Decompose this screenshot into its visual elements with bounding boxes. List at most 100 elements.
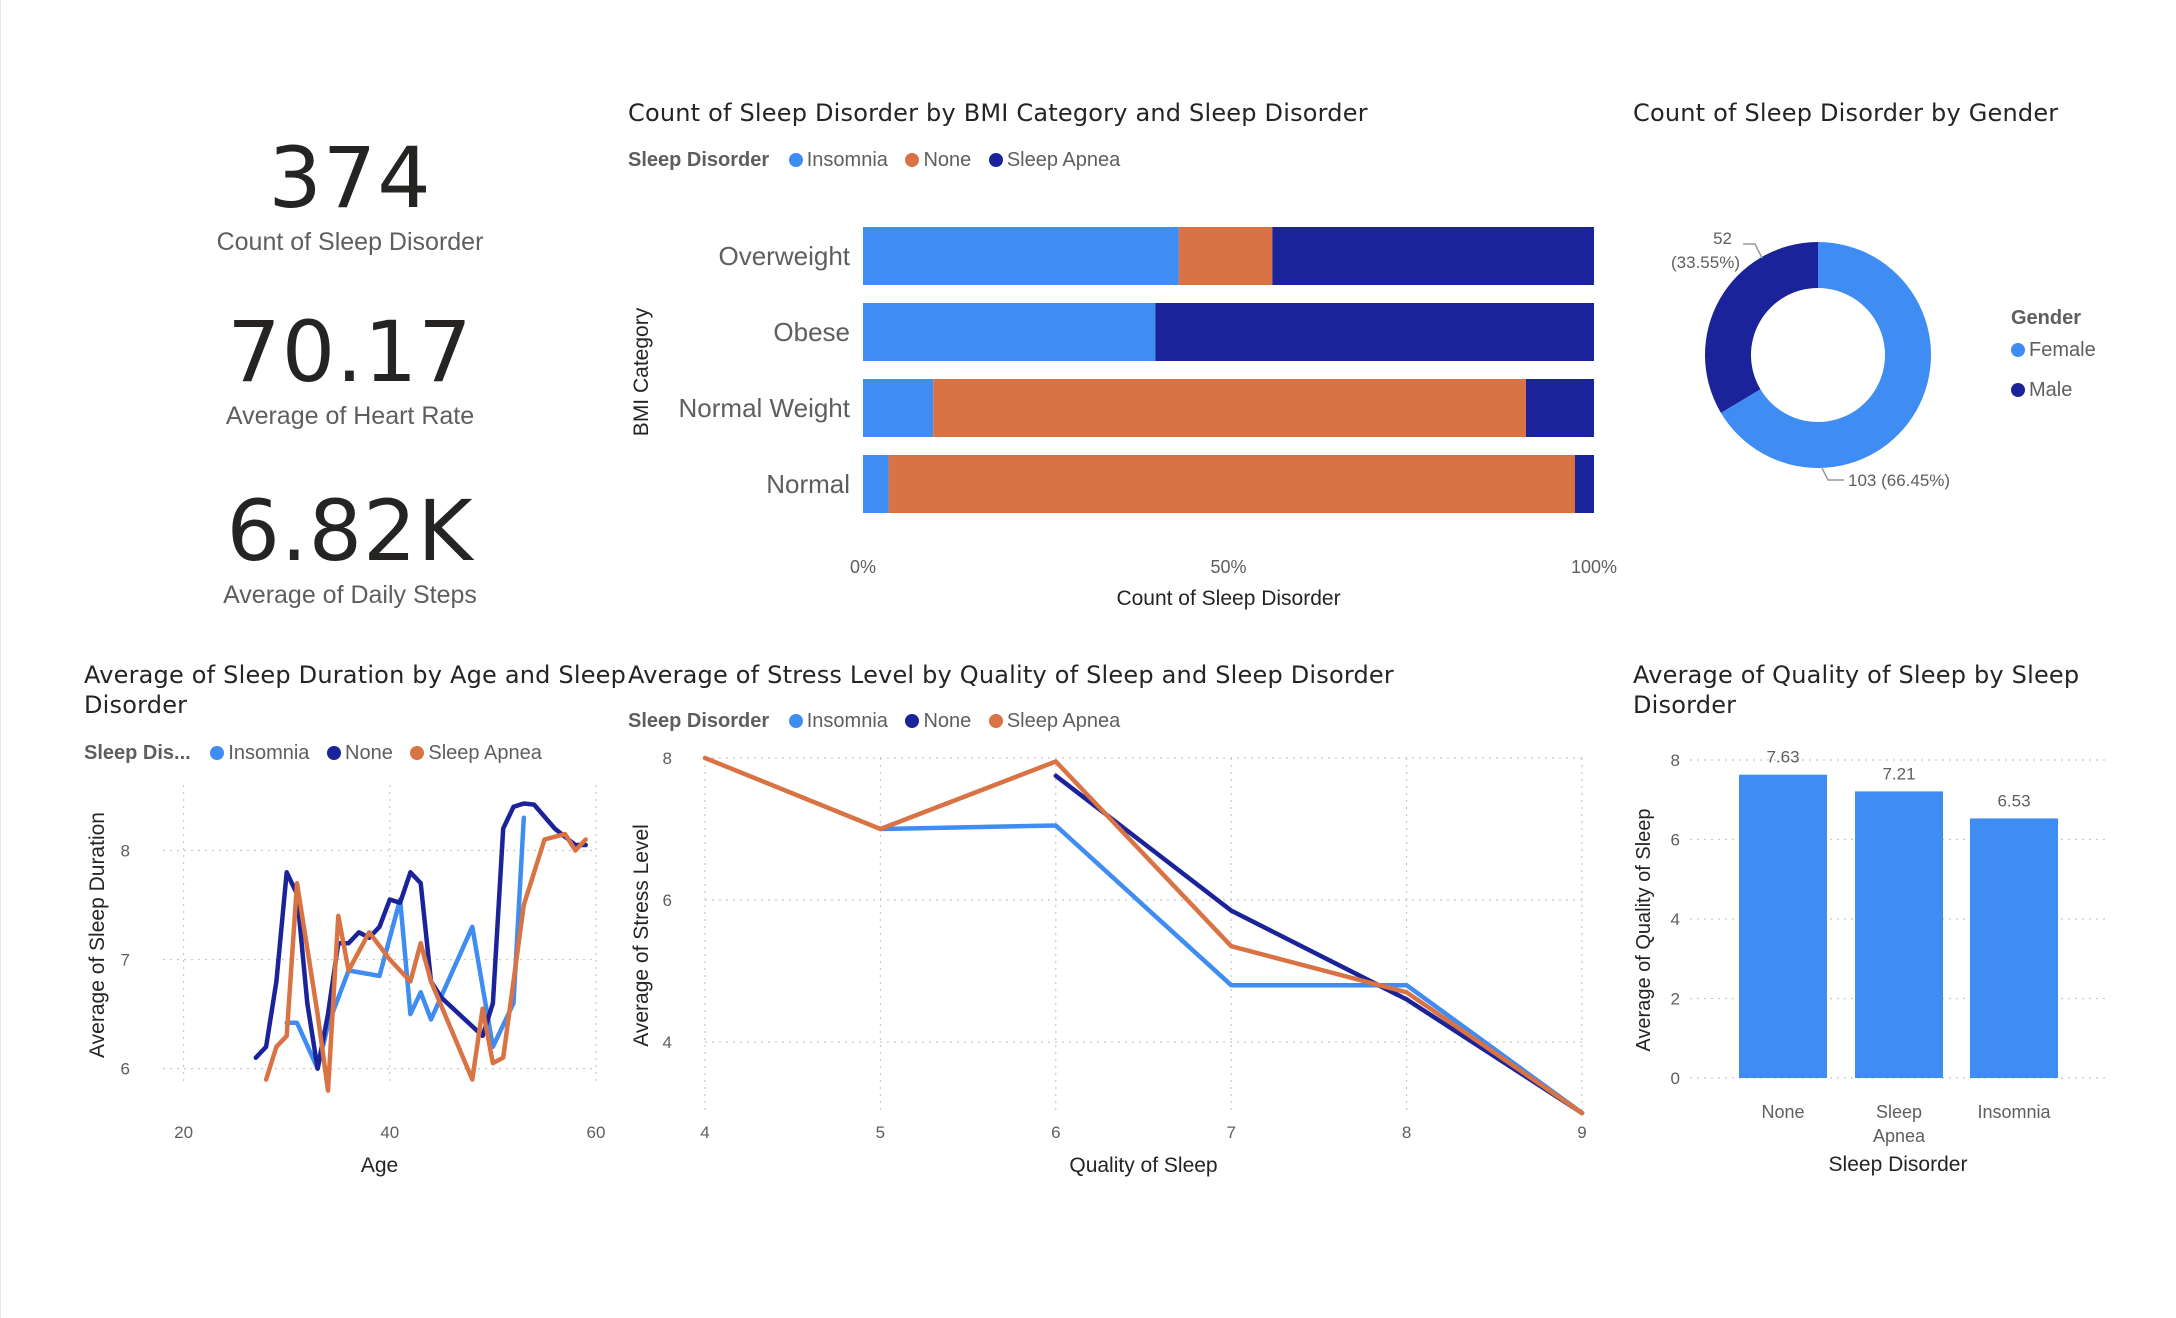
- data-label-male: 52: [1713, 229, 1732, 248]
- bmi-chart-title: Count of Sleep Disorder by BMI Category …: [628, 99, 1368, 127]
- title-line: Average of Quality of Sleep by Sleep: [1633, 661, 2080, 689]
- legend-item-sleep-apnea[interactable]: Sleep Apnea: [410, 742, 542, 764]
- legend-item-none[interactable]: None: [905, 710, 971, 732]
- category-label: Overweight: [719, 241, 851, 271]
- kpi-value: 6.82K: [226, 482, 474, 580]
- y-axis-label: Average of Quality of Sleep: [1633, 808, 1655, 1051]
- kpi-average-daily-steps[interactable]: 6.82K Average of Daily Steps: [50, 483, 650, 611]
- series-line-insomnia: [878, 823, 1585, 1116]
- stress-chart[interactable]: 4 6 8 4 5 6 7 8 9 Quality of Sleep Average of Stre…: [620, 740, 1630, 1180]
- data-label-female: 103 (66.45%): [1848, 471, 1950, 490]
- legend-dot: [410, 746, 425, 760]
- legend-item-insomnia[interactable]: Insomnia: [788, 710, 888, 732]
- age-chart[interactable]: 6 7 8 20 40 60 Age Average of Sleep Duration: [70, 770, 620, 1180]
- kpi-count-sleep-disorder[interactable]: 374 Count of Sleep Disorder: [50, 130, 650, 258]
- legend-title: Sleep Disorder: [628, 710, 770, 732]
- legend-title: Sleep Dis...: [84, 742, 191, 764]
- x-tick-label: Sleep: [1876, 1102, 1922, 1122]
- leader-line: [1821, 467, 1844, 481]
- gender-chart[interactable]: 52 (33.55%) 103 (66.45%): [1640, 200, 2120, 520]
- y-tick-label: 0: [1671, 1069, 1680, 1088]
- data-label: 6.53: [1997, 791, 2030, 810]
- category-label: Normal: [766, 469, 850, 499]
- x-tick-label: 20: [174, 1123, 193, 1142]
- bmi-chart-legend: Sleep Disorder Insomnia None Sleep Apnea: [628, 147, 1132, 173]
- bmi-chart[interactable]: Overweight Obese Normal Weight Normal 0% 50% 1…: [620, 200, 1640, 620]
- leader-line: [1743, 243, 1763, 259]
- y-tick-label: 4: [663, 1033, 672, 1052]
- x-tick-label: 7: [1226, 1123, 1235, 1142]
- legend-item-sleep-apnea[interactable]: Sleep Apnea: [988, 710, 1120, 732]
- x-tick-label: 60: [587, 1123, 606, 1142]
- kpi-label: Average of Daily Steps: [223, 581, 477, 609]
- y-axis-label: Average of Sleep Duration: [86, 812, 109, 1058]
- x-tick-label: 50%: [1210, 557, 1246, 577]
- stress-chart-title: Average of Stress Level by Quality of Sl…: [628, 661, 1394, 689]
- legend-label: Male: [2029, 379, 2073, 401]
- legend-label: None: [923, 149, 972, 171]
- legend-dot: [905, 714, 920, 728]
- legend-item-male[interactable]: Male: [2011, 377, 2096, 403]
- category-label: Obese: [773, 317, 850, 347]
- kpi-label: Count of Sleep Disorder: [216, 228, 484, 256]
- title-line: Disorder: [84, 691, 188, 719]
- x-tick-label: 9: [1577, 1123, 1586, 1142]
- legend-item-insomnia[interactable]: Insomnia: [788, 149, 888, 171]
- data-label: 7.63: [1766, 748, 1799, 767]
- legend-label: Insomnia: [806, 149, 888, 171]
- x-axis-label: Quality of Sleep: [1069, 1154, 1217, 1177]
- bar-segment-none: [1178, 227, 1273, 285]
- x-tick-label: None: [1761, 1102, 1804, 1122]
- bar-segment-sleep-apnea: [1526, 379, 1594, 437]
- legend-dot: [2011, 343, 2025, 357]
- y-tick-label: 6: [663, 891, 672, 910]
- gender-chart-legend: Gender Female Male: [2011, 305, 2096, 403]
- kpi-label: Average of Heart Rate: [225, 402, 475, 430]
- age-chart-title: Average of Sleep Duration by Age and Sle…: [84, 660, 626, 720]
- x-axis-label: Count of Sleep Disorder: [1116, 587, 1340, 610]
- x-axis-label: Age: [361, 1154, 398, 1177]
- left-edge: [0, 0, 1, 1318]
- x-tick-label: Insomnia: [1977, 1102, 2051, 1122]
- x-tick-label: 0%: [850, 557, 876, 577]
- legend-item-none[interactable]: None: [905, 149, 971, 171]
- y-tick-label: 4: [1671, 910, 1680, 929]
- kpi-value: 374: [268, 129, 432, 227]
- legend-item-sleep-apnea[interactable]: Sleep Apnea: [988, 149, 1120, 171]
- legend-dot: [905, 153, 920, 167]
- legend-dot: [788, 153, 803, 167]
- legend-dot: [210, 746, 225, 760]
- stress-chart-legend: Sleep Disorder Insomnia None Sleep Apnea: [628, 708, 1132, 734]
- kpi-value: 70.17: [227, 303, 473, 401]
- y-tick-label: 8: [663, 749, 672, 768]
- category-label: Normal Weight: [679, 393, 851, 423]
- kpi-average-heart-rate[interactable]: 70.17 Average of Heart Rate: [50, 304, 650, 432]
- bar-none: [1739, 774, 1827, 1078]
- bar-segment-sleep-apnea: [1272, 227, 1594, 285]
- legend-title: Gender: [2011, 307, 2082, 329]
- quality-chart[interactable]: 0 2 4 6 8 7.63 None 7.21 Sleep Apnea 6.53 Insomnia S…: [1620, 740, 2120, 1180]
- bar-segment-none: [888, 455, 1575, 513]
- x-tick-label: Apnea: [1873, 1126, 1926, 1146]
- y-tick-label: 2: [1671, 990, 1680, 1009]
- legend-dot: [988, 714, 1003, 728]
- legend-item-none[interactable]: None: [327, 742, 393, 764]
- bar-segment-insomnia: [863, 303, 1156, 361]
- legend-dot: [788, 714, 803, 728]
- legend-title: Sleep Disorder: [628, 149, 770, 171]
- quality-chart-title: Average of Quality of Sleep by Sleep Dis…: [1633, 660, 2079, 720]
- legend-dot: [327, 746, 341, 760]
- bar-segment-insomnia: [863, 227, 1179, 285]
- y-axis-label: Average of Stress Level: [630, 824, 653, 1047]
- bar-segment-none: [933, 379, 1527, 437]
- y-tick-label: 6: [121, 1060, 130, 1079]
- donut-slice-male: [1705, 242, 1818, 413]
- x-axis-label: Sleep Disorder: [1829, 1153, 1968, 1176]
- legend-item-female[interactable]: Female: [2011, 337, 2096, 363]
- y-tick-label: 8: [1671, 751, 1680, 770]
- legend-item-insomnia[interactable]: Insomnia: [210, 742, 309, 764]
- y-tick-label: 6: [1671, 831, 1680, 850]
- title-line: Average of Sleep Duration by Age and Sle…: [84, 661, 627, 689]
- y-axis-label: BMI Category: [630, 307, 653, 436]
- x-tick-label: 5: [876, 1123, 885, 1142]
